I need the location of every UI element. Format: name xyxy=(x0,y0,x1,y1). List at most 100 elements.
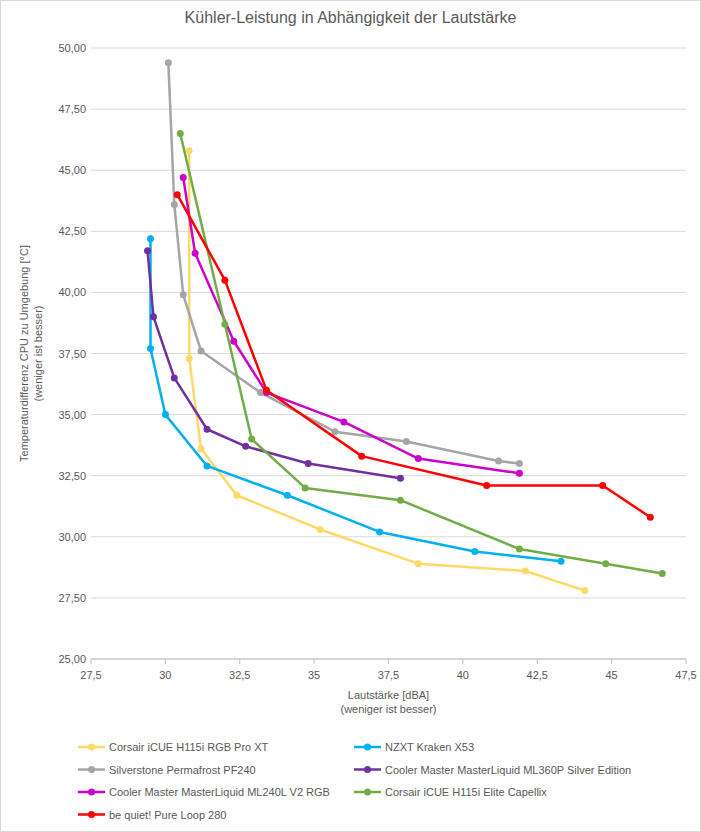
legend-marker xyxy=(88,789,95,796)
point xyxy=(403,438,410,445)
point xyxy=(233,492,240,499)
point xyxy=(659,570,666,577)
point xyxy=(471,548,478,555)
legend-label: be quiet! Pure Loop 280 xyxy=(109,809,226,821)
grid-line xyxy=(91,536,686,537)
point xyxy=(147,235,154,242)
x-tick xyxy=(91,659,92,664)
point xyxy=(495,458,502,465)
point xyxy=(581,587,588,594)
point xyxy=(186,147,193,154)
x-tick xyxy=(611,659,612,664)
point xyxy=(358,453,365,460)
point xyxy=(317,526,324,533)
point xyxy=(331,428,338,435)
x-tick xyxy=(165,659,166,664)
x-tick-label: 35 xyxy=(308,669,320,681)
point xyxy=(221,277,228,284)
point xyxy=(230,338,237,345)
point xyxy=(221,321,228,328)
point xyxy=(204,462,211,469)
y-tick-label: 45,00 xyxy=(58,164,86,176)
series-line xyxy=(168,63,519,464)
point xyxy=(599,482,606,489)
series-line xyxy=(177,195,650,518)
x-tick-label: 42,5 xyxy=(527,669,548,681)
point xyxy=(522,568,529,575)
x-tick xyxy=(686,659,687,664)
x-tick xyxy=(537,659,538,664)
background xyxy=(1,1,701,832)
grid-line xyxy=(91,597,686,598)
x-axis-label: (weniger ist besser) xyxy=(341,703,437,715)
y-tick-label: 40,00 xyxy=(58,286,86,298)
point xyxy=(602,560,609,567)
legend-label: Corsair iCUE H115i RGB Pro XT xyxy=(109,741,269,753)
point xyxy=(144,247,151,254)
legend-marker xyxy=(88,811,95,818)
point xyxy=(242,443,249,450)
point xyxy=(198,445,205,452)
legend-label: NZXT Kraken X53 xyxy=(385,741,474,753)
x-tick-label: 45 xyxy=(606,669,618,681)
legend-label: Cooler Master MasterLiquid ML360P Silver… xyxy=(385,764,631,776)
point xyxy=(192,250,199,257)
point xyxy=(415,560,422,567)
point xyxy=(516,460,523,467)
point xyxy=(150,313,157,320)
point xyxy=(376,528,383,535)
y-axis-label: Temperaturdifferenz CPU zu Umgebung [°C] xyxy=(18,245,30,462)
x-tick xyxy=(314,659,315,664)
y-tick-label: 30,00 xyxy=(58,531,86,543)
grid-line xyxy=(91,414,686,415)
grid-line xyxy=(91,48,686,49)
x-tick-label: 40 xyxy=(457,669,469,681)
legend-label: Cooler Master MasterLiquid ML240L V2 RGB xyxy=(109,786,330,798)
legend-marker xyxy=(88,766,95,773)
x-tick xyxy=(388,659,389,664)
grid-line xyxy=(91,170,686,171)
plot-area xyxy=(144,59,666,594)
chart: Kühler-Leistung in Abhängigkeit der Laut… xyxy=(0,0,701,832)
point xyxy=(397,475,404,482)
x-tick-label: 30 xyxy=(159,669,171,681)
y-tick-label: 50,00 xyxy=(58,42,86,54)
point xyxy=(186,355,193,362)
point xyxy=(171,374,178,381)
point xyxy=(162,411,169,418)
y-tick-label: 37,50 xyxy=(58,348,86,360)
point xyxy=(165,59,172,66)
point xyxy=(302,484,309,491)
title: Kühler-Leistung in Abhängigkeit der Laut… xyxy=(185,9,517,26)
point xyxy=(263,387,270,394)
x-tick xyxy=(239,659,240,664)
series-line xyxy=(148,251,401,478)
y-tick-label: 25,00 xyxy=(58,653,86,665)
x-tick-label: 27,5 xyxy=(80,669,101,681)
x-tick-label: 47,5 xyxy=(675,669,696,681)
legend-marker xyxy=(88,744,95,751)
legend-marker xyxy=(364,789,371,796)
point xyxy=(174,191,181,198)
y-tick-label: 27,50 xyxy=(58,592,86,604)
y-tick-label: 35,00 xyxy=(58,409,86,421)
x-tick-label: 32,5 xyxy=(229,669,250,681)
point xyxy=(180,174,187,181)
point xyxy=(558,558,565,565)
grid-line xyxy=(91,109,686,110)
point xyxy=(647,514,654,521)
point xyxy=(397,497,404,504)
point xyxy=(198,348,205,355)
x-tick-label: 37,5 xyxy=(378,669,399,681)
x-axis-label: Lautstärke [dBA] xyxy=(348,689,429,701)
point xyxy=(171,201,178,208)
legend-marker xyxy=(364,744,371,751)
x-tick xyxy=(462,659,463,664)
grid-line xyxy=(91,292,686,293)
legend-marker xyxy=(364,766,371,773)
point xyxy=(340,418,347,425)
point xyxy=(516,546,523,553)
point xyxy=(305,460,312,467)
grid-line xyxy=(91,353,686,354)
point xyxy=(415,455,422,462)
